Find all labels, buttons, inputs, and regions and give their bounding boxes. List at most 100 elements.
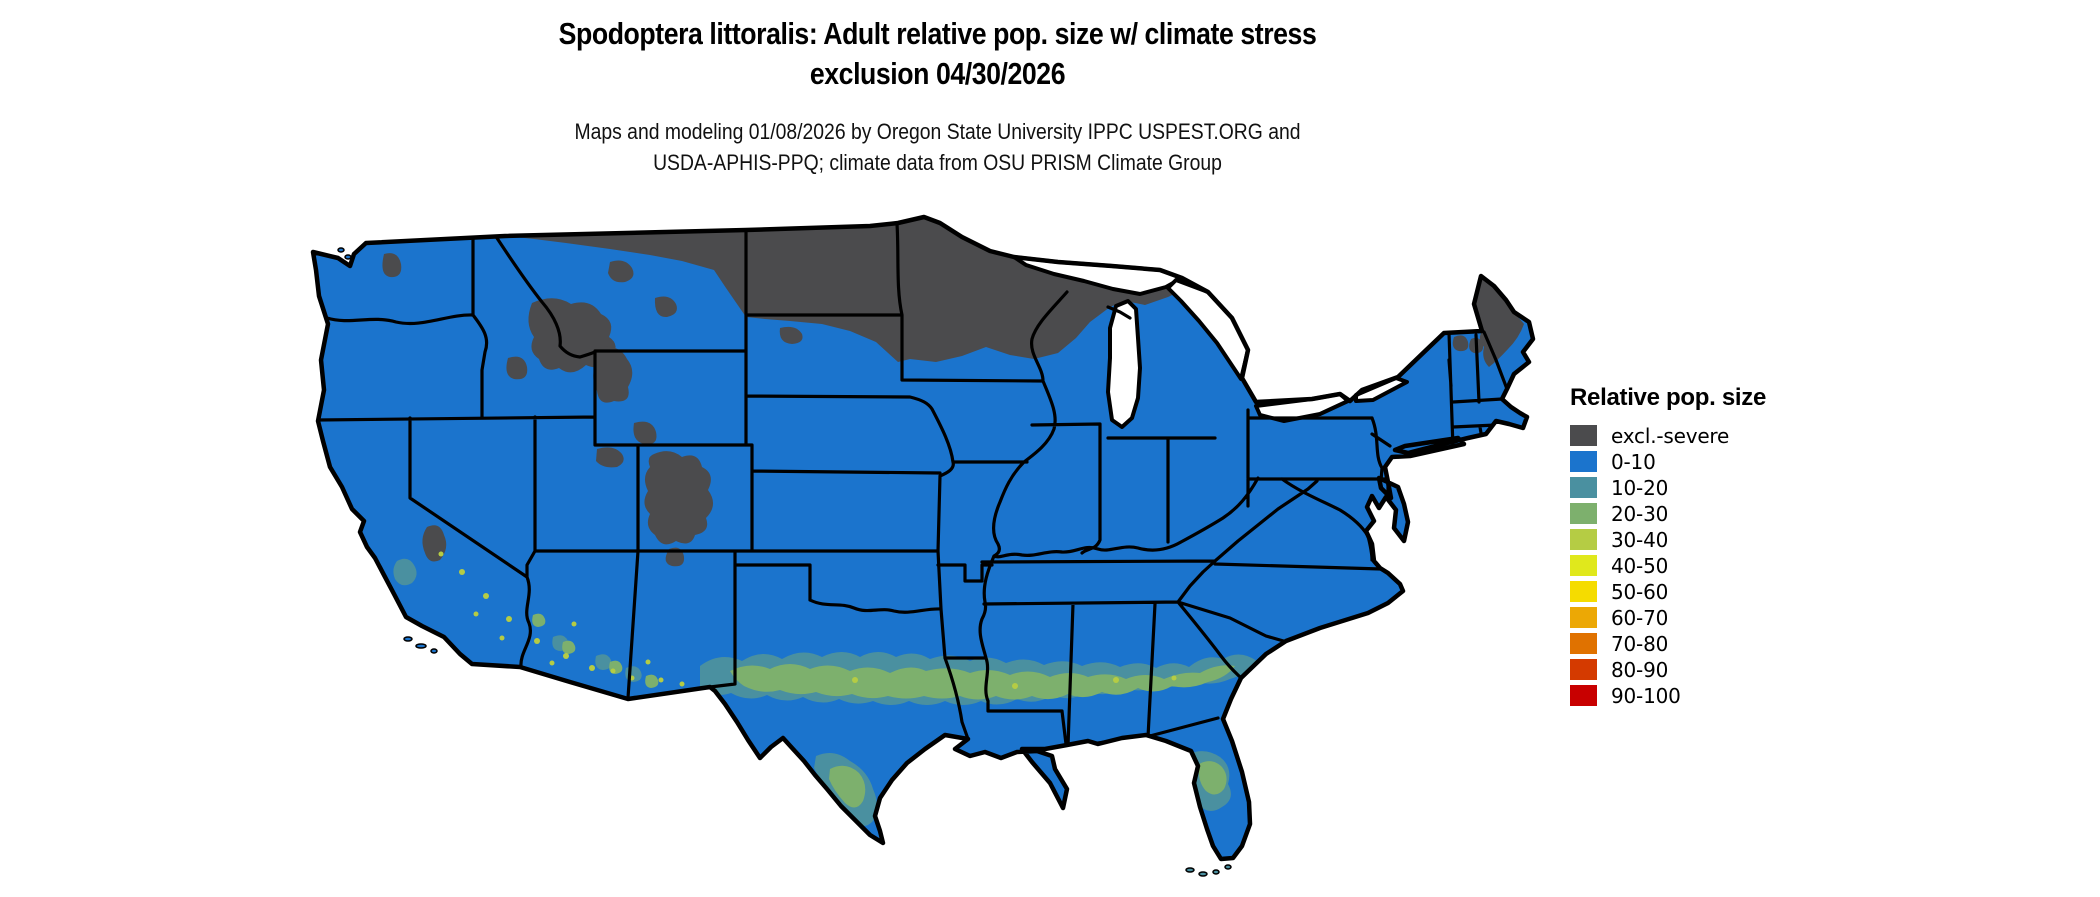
legend-label: excl.-severe [1611, 423, 1730, 448]
legend-swatch [1570, 685, 1597, 706]
excluded-colorado-rockies [644, 451, 714, 545]
us-map [310, 214, 1536, 877]
speckle [571, 621, 577, 627]
green-arizona-1 [562, 640, 576, 654]
legend-label: 30-40 [1611, 527, 1669, 552]
legend-title: Relative pop. size [1570, 384, 1766, 411]
legend-label: 70-80 [1611, 631, 1669, 656]
legend-label: 60-70 [1611, 605, 1669, 630]
lake-michigan [1106, 299, 1142, 429]
legend-item-10-20: 10-20 [1570, 475, 1830, 500]
legend-item-90-100: 90-100 [1570, 683, 1830, 708]
island [1224, 864, 1232, 870]
legend-swatch [1570, 425, 1597, 446]
speckle [1012, 683, 1018, 689]
speckle [506, 616, 512, 622]
excluded-sdakota-blob [779, 326, 803, 344]
us-outline [310, 214, 1536, 862]
state-border-lines [314, 222, 1509, 748]
green-arizona-3 [532, 613, 546, 627]
green-new-mexico [645, 674, 659, 688]
excluded-vermont-patch [1452, 335, 1469, 352]
speckle [589, 665, 595, 671]
map-title-line2: exclusion 04/30/2026 [809, 56, 1066, 91]
island [403, 636, 413, 642]
teal-california-valley [393, 558, 417, 586]
legend-swatch [1570, 451, 1597, 472]
florida-keys [1185, 864, 1232, 877]
teal-arizona-2 [595, 654, 612, 670]
green-south-band [730, 664, 1235, 700]
legend-swatch [1570, 659, 1597, 680]
green-central-florida [1198, 761, 1227, 795]
island [1198, 871, 1208, 877]
excluded-idaho-small [506, 356, 528, 380]
great-lakes [1012, 255, 1409, 429]
legend-item-excl.-severe: excl.-severe [1570, 423, 1830, 448]
speckle [563, 653, 569, 659]
island [337, 247, 345, 253]
excluded-north-band [505, 217, 1189, 362]
speckle [1113, 677, 1119, 683]
map-title-line1: Spodoptera littoralis: Adult relative po… [558, 16, 1317, 51]
island [1212, 869, 1220, 875]
excluded-adirondacks [1347, 343, 1389, 382]
speckle [1171, 675, 1177, 681]
subtitle-block: Maps and modeling 01/08/2026 by Oregon S… [131, 116, 1744, 178]
excluded-yellowstone [593, 346, 633, 403]
pop-band-20-30 [532, 613, 1235, 808]
speckle [549, 660, 555, 666]
legend-swatch [1570, 633, 1597, 654]
legend-swatch [1570, 607, 1597, 628]
legend-label: 40-50 [1611, 553, 1669, 578]
legend-label: 80-90 [1611, 657, 1669, 682]
excluded-maine [1474, 276, 1524, 367]
island [415, 643, 427, 649]
title-block: Spodoptera littoralis: Adult relative po… [131, 14, 1744, 178]
map-subtitle-line1: Maps and modeling 01/08/2026 by Oregon S… [574, 119, 1301, 144]
legend-label: 90-100 [1611, 683, 1681, 708]
excluded-montana-blob1 [608, 260, 634, 283]
legend-item-20-30: 20-30 [1570, 501, 1830, 526]
excluded-wyoming-se [633, 421, 657, 445]
legend-swatch [1570, 581, 1597, 602]
legend-item-40-50: 40-50 [1570, 553, 1830, 578]
excluded-montana-blob2 [654, 296, 677, 318]
legend-item-0-10: 0-10 [1570, 450, 1830, 474]
green-south-texas [829, 765, 866, 808]
legend-item-80-90: 80-90 [1570, 657, 1830, 682]
legend-item-30-40: 30-40 [1570, 527, 1830, 552]
excluded-uinta [596, 447, 624, 468]
speckle [534, 638, 540, 644]
speckle [483, 593, 489, 599]
legend-swatch [1570, 503, 1597, 524]
legend-label: 50-60 [1611, 579, 1669, 604]
speckle [473, 611, 479, 617]
legend-swatch [1570, 529, 1597, 550]
speckle [438, 551, 444, 557]
legend-item-60-70: 60-70 [1570, 605, 1830, 630]
map-subtitle-line2: USDA-APHIS-PPQ; climate data from OSU PR… [653, 150, 1222, 175]
island [344, 254, 352, 260]
legend-item-70-80: 70-80 [1570, 631, 1830, 656]
island [430, 648, 438, 654]
speckle [645, 659, 651, 665]
legend-rows: excl.-severe 0-10 10-20 20-30 30-40 40-50 50-6… [1570, 423, 1830, 708]
excluded-cascades [382, 253, 402, 278]
legend-label: 20-30 [1611, 501, 1669, 526]
legend-label: 10-20 [1611, 475, 1669, 500]
state-borders [314, 222, 1509, 748]
speckle [499, 635, 505, 641]
speckle [852, 677, 858, 683]
legend: Relative pop. size excl.-severe 0-10 10-20… [1570, 384, 1830, 711]
speckle [610, 668, 616, 674]
island [1185, 867, 1195, 873]
legend-swatch [1570, 477, 1597, 498]
speckle [658, 677, 664, 683]
channel-islands [337, 247, 438, 654]
speckle [459, 569, 465, 575]
us-map-container [310, 210, 1540, 892]
islands [337, 247, 1232, 877]
legend-swatch [1570, 555, 1597, 576]
